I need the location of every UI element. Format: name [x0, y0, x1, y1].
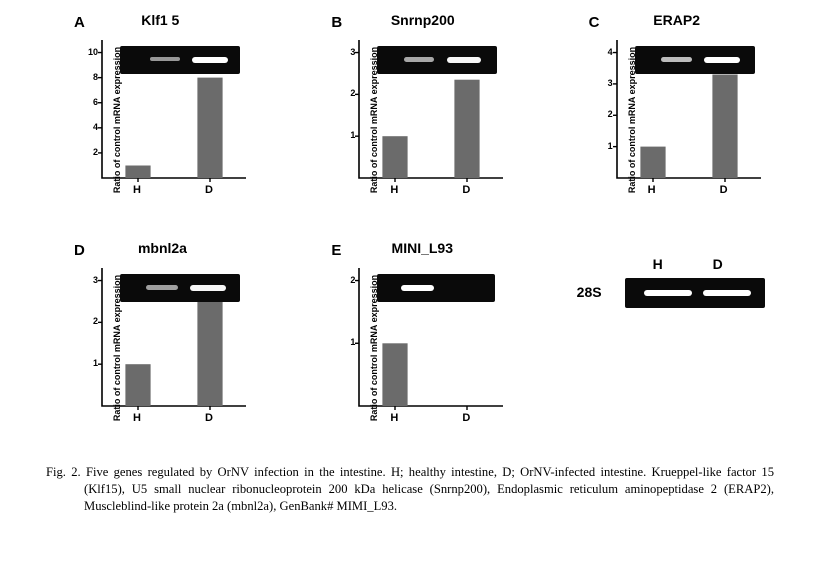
gel-inset — [625, 278, 765, 308]
figure-grid: AKlf1 5Ratio of control mRNA expression2… — [0, 0, 820, 458]
gel-band — [661, 57, 692, 62]
bar — [383, 343, 408, 406]
bar — [383, 136, 408, 178]
loading-cat-label: D — [713, 256, 723, 272]
gel-band — [704, 57, 740, 63]
panel-E: EMINI_L93Ratio of control mRNA expressio… — [287, 238, 532, 458]
panel-letter: E — [331, 242, 341, 259]
loading-cat-label: H — [653, 256, 663, 272]
bar — [455, 80, 480, 178]
panel-title: mbnl2a — [138, 240, 187, 256]
gel-band — [447, 57, 481, 63]
panel-letter: C — [589, 14, 600, 31]
chart-area: 123HD — [80, 268, 250, 428]
panel-title: MINI_L93 — [392, 240, 453, 256]
caption-text: Five genes regulated by OrNV infection i… — [84, 465, 774, 513]
panel-D: Dmbnl2aRatio of control mRNA expression1… — [30, 238, 275, 458]
chart-area: 123HD — [337, 40, 507, 200]
bar — [197, 78, 222, 178]
panel-C: CERAP2Ratio of control mRNA expression12… — [545, 10, 790, 230]
gel-inset — [377, 46, 497, 74]
gel-band — [644, 290, 692, 296]
gel-inset — [377, 274, 495, 302]
chart-area: 1234HD — [595, 40, 765, 200]
loading-control-panel: H D 28S — [545, 238, 790, 458]
gel-inset — [635, 46, 755, 74]
panel-A: AKlf1 5Ratio of control mRNA expression2… — [30, 10, 275, 230]
bar — [125, 364, 150, 406]
chart-area: 246810HD — [80, 40, 250, 200]
gel-band — [401, 285, 434, 291]
bar — [712, 75, 737, 179]
gel-band — [146, 285, 177, 290]
panel-B: BSnrnp200Ratio of control mRNA expressio… — [287, 10, 532, 230]
panel-title: Klf1 5 — [141, 12, 179, 28]
chart-area: 12HD — [337, 268, 507, 428]
panel-letter: A — [74, 14, 85, 31]
bar — [197, 302, 222, 407]
gel-inset — [120, 46, 240, 74]
gel-band — [150, 57, 180, 61]
figure-caption: Fig. 2. Five genes regulated by OrNV inf… — [0, 458, 820, 515]
gel-band — [404, 57, 434, 62]
bar — [640, 147, 665, 178]
caption-lead: Fig. 2. — [46, 465, 81, 479]
panel-title: Snrnp200 — [391, 12, 455, 28]
gel-band — [703, 290, 751, 296]
loading-row-label: 28S — [577, 284, 602, 300]
panel-letter: D — [74, 242, 85, 259]
gel-band — [190, 285, 226, 291]
gel-inset — [120, 274, 240, 302]
gel-band — [192, 57, 228, 63]
bar — [125, 166, 150, 179]
panel-letter: B — [331, 14, 342, 31]
panel-title: ERAP2 — [653, 12, 700, 28]
